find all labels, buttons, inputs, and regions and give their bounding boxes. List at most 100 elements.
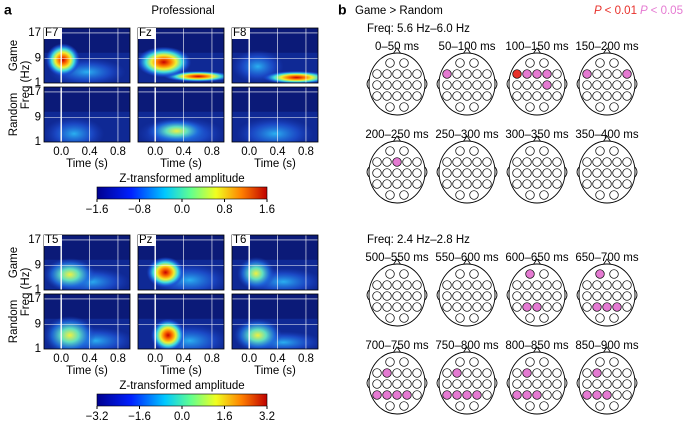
electrode: [442, 168, 452, 178]
head-ear: [564, 289, 568, 301]
electrode: [592, 302, 602, 312]
electrode: [462, 302, 472, 312]
electrode: [372, 302, 382, 312]
electrode: [539, 357, 549, 367]
head-ear: [494, 78, 498, 90]
electrode: [472, 368, 482, 378]
electrode: [595, 269, 605, 279]
electrode: [402, 80, 412, 90]
electrode: [452, 291, 462, 301]
electrode: [512, 390, 522, 400]
electrode: [609, 190, 619, 200]
electrode: [442, 379, 452, 389]
y-tick-label: 17: [28, 234, 41, 246]
head-ear: [436, 78, 440, 90]
electrode: [482, 168, 492, 178]
electrode: [482, 368, 492, 378]
axis-label: Time (s): [66, 365, 108, 377]
electrode: [482, 390, 492, 400]
electrode: [532, 168, 542, 178]
head-ear: [564, 166, 568, 178]
electrode: [462, 280, 472, 290]
panel-label: a: [4, 2, 12, 18]
electrode: [385, 190, 395, 200]
time-window-label: 650–700 ms: [575, 252, 639, 264]
electrode: [539, 269, 549, 279]
electrode: [552, 390, 562, 400]
electrode: [399, 269, 409, 279]
head-ear: [506, 78, 510, 90]
electrode: [532, 390, 542, 400]
electrode: [372, 91, 382, 101]
channel-label-bg: [44, 235, 62, 246]
electrode: [412, 168, 422, 178]
channel-label: T5: [45, 234, 58, 246]
head-ear: [506, 377, 510, 389]
electrode: [522, 91, 532, 101]
electrode: [442, 368, 452, 378]
head-ear: [424, 289, 428, 301]
electrode: [602, 390, 612, 400]
electrode: [609, 58, 619, 68]
electrode: [482, 69, 492, 79]
electrode: [402, 157, 412, 167]
electrode: [402, 168, 412, 178]
electrode: [399, 146, 409, 156]
electrode: [442, 91, 452, 101]
electrode: [452, 179, 462, 189]
head-ear: [564, 78, 568, 90]
electrode: [399, 313, 409, 323]
electrode: [522, 379, 532, 389]
electrode: [602, 157, 612, 167]
frequency-label: Freq: 2.4 Hz–2.8 Hz: [367, 234, 470, 246]
time-window-label: 200–250 ms: [365, 129, 429, 141]
electrode: [412, 379, 422, 389]
electrode: [399, 357, 409, 367]
x-tick-label: 0.0: [53, 146, 69, 158]
electrode: [592, 168, 602, 178]
electrode: [402, 390, 412, 400]
electrode: [592, 91, 602, 101]
electrode: [412, 280, 422, 290]
y-tick-label: 9: [35, 318, 41, 330]
electrode: [372, 291, 382, 301]
electrode: [482, 302, 492, 312]
electrode: [542, 368, 552, 378]
electrode: [382, 91, 392, 101]
electrode: [462, 80, 472, 90]
x-tick-label: 0.4: [82, 146, 99, 158]
head-nose: [602, 135, 612, 143]
x-tick-label: 0.8: [298, 353, 314, 365]
time-window-label: 350–400 ms: [575, 129, 639, 141]
time-window-label: 700–750 ms: [365, 340, 429, 352]
heatmap-blob: [150, 318, 186, 349]
electrode: [612, 368, 622, 378]
legend-symbol: P: [640, 5, 648, 17]
electrode: [482, 157, 492, 167]
electrode: [582, 379, 592, 389]
electrode: [612, 302, 622, 312]
electrode: [412, 291, 422, 301]
electrode: [402, 302, 412, 312]
electrode: [539, 401, 549, 411]
head-nose: [462, 135, 472, 143]
electrode: [512, 280, 522, 290]
electrode: [612, 69, 622, 79]
electrode: [622, 291, 632, 301]
electrode: [399, 190, 409, 200]
heatmap-frame: [231, 234, 319, 291]
electrode: [462, 368, 472, 378]
electrode: [412, 368, 422, 378]
electrode: [592, 368, 602, 378]
electrode: [609, 269, 619, 279]
heatmap-frame: [137, 293, 225, 350]
axis-label: Time (s): [160, 365, 202, 377]
heatmap-blob: [45, 43, 81, 77]
electrode: [592, 157, 602, 167]
time-window-label: 500–550 ms: [365, 252, 429, 264]
electrode: [452, 168, 462, 178]
colorbar-title: Z-transformed amplitude: [119, 173, 244, 185]
x-tick-label: 0.4: [82, 353, 99, 365]
electrode: [532, 379, 542, 389]
head-nose: [602, 346, 612, 354]
